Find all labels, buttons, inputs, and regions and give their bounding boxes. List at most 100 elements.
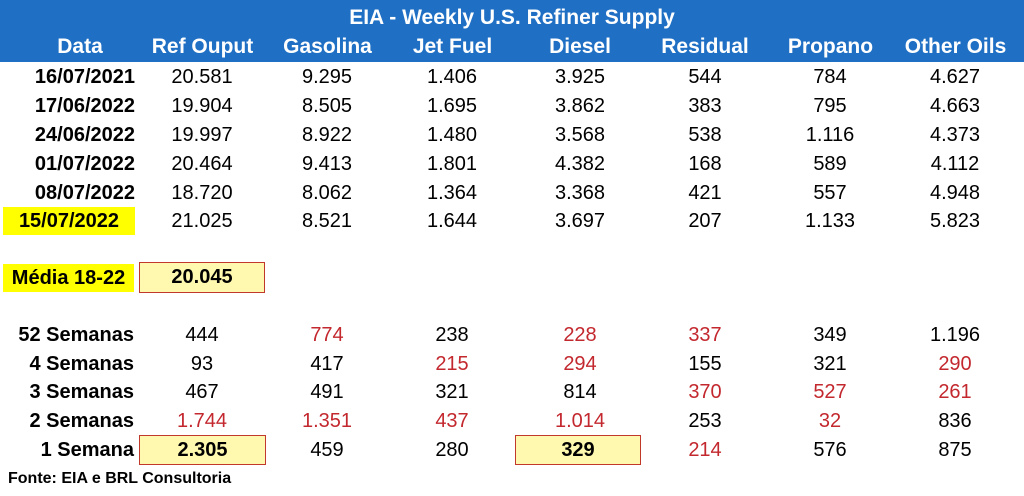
- period-label: 1 Semana: [40, 439, 134, 461]
- table-cell: 4.663: [929, 95, 981, 117]
- table-cell: 20.581: [171, 66, 233, 88]
- table-cell: 1.116: [805, 124, 855, 146]
- table-cell: 4.948: [929, 182, 981, 204]
- table-cell: 19.904: [171, 95, 233, 117]
- table-cell: 437: [435, 410, 469, 432]
- table-cell: 8.922: [301, 124, 353, 146]
- table-cell: 215: [435, 353, 469, 375]
- col-header-gasolina: Gasolina: [283, 35, 372, 58]
- table-cell: 814: [563, 381, 597, 403]
- table-cell: 1.695: [426, 95, 478, 117]
- table-cell: 4.627: [929, 66, 981, 88]
- table-cell: 337: [688, 324, 722, 346]
- table-cell: 9.295: [301, 66, 353, 88]
- table-cell: 8.505: [301, 95, 353, 117]
- table-cell: 349: [813, 324, 847, 346]
- table-header-band: [0, 0, 1024, 62]
- highlighted-cell: 2.305: [139, 435, 266, 465]
- table-cell: 18.720: [171, 182, 233, 204]
- col-header-jet-fuel: Jet Fuel: [412, 35, 493, 58]
- table-cell: 1.364: [426, 182, 478, 204]
- table-cell: 294: [563, 353, 597, 375]
- row-date: 16/07/2021: [34, 66, 135, 88]
- table-cell: 459: [310, 439, 344, 461]
- table-cell: 228: [563, 324, 597, 346]
- table-cell: 1.133: [804, 210, 856, 232]
- table-cell: 1.196: [929, 324, 981, 346]
- table-cell: 155: [688, 353, 722, 375]
- period-label: 3 Semanas: [29, 381, 134, 403]
- table-cell: 168: [688, 153, 722, 175]
- table-cell: 467: [185, 381, 219, 403]
- table-cell: 207: [688, 210, 722, 232]
- source-note: Fonte: EIA e BRL Consultoria: [8, 470, 232, 487]
- row-date: 08/07/2022: [34, 182, 135, 204]
- table-cell: 491: [310, 381, 344, 403]
- table-cell: 538: [688, 124, 722, 146]
- table-title: EIA - Weekly U.S. Refiner Supply: [349, 6, 675, 29]
- table-cell: 5.823: [929, 210, 981, 232]
- table-cell: 4.382: [554, 153, 606, 175]
- col-header-residual: Residual: [661, 35, 749, 58]
- col-header-data: Data: [57, 35, 103, 58]
- table-cell: 1.480: [426, 124, 478, 146]
- table-cell: 321: [435, 381, 469, 403]
- table-cell: 421: [688, 182, 722, 204]
- row-date: 15/07/2022: [3, 207, 135, 235]
- table-cell: 3.925: [554, 66, 606, 88]
- period-label: 2 Semanas: [29, 410, 134, 432]
- table-cell: 836: [938, 410, 972, 432]
- period-label: 4 Semanas: [29, 353, 134, 375]
- table-cell: 544: [688, 66, 722, 88]
- table-cell: 3.862: [554, 95, 606, 117]
- table-cell: 557: [813, 182, 847, 204]
- table-cell: 784: [813, 66, 847, 88]
- table-cell: 589: [813, 153, 847, 175]
- media-label: Média 18-22: [3, 264, 134, 292]
- media-value: 20.045: [139, 262, 265, 293]
- table-cell: 20.464: [171, 153, 233, 175]
- table-cell: 527: [813, 381, 847, 403]
- table-cell: 261: [938, 381, 972, 403]
- table-cell: 383: [688, 95, 722, 117]
- table-cell: 21.025: [171, 210, 233, 232]
- table-cell: 795: [813, 95, 847, 117]
- table-cell: 4.112: [930, 153, 980, 175]
- period-label: 52 Semanas: [18, 324, 134, 346]
- table-cell: 93: [190, 353, 214, 375]
- table-cell: 32: [818, 410, 842, 432]
- row-date: 01/07/2022: [34, 153, 135, 175]
- table-cell: 1.744: [176, 410, 228, 432]
- col-header-diesel: Diesel: [549, 35, 611, 58]
- row-date: 17/06/2022: [34, 95, 135, 117]
- table-cell: 3.368: [554, 182, 606, 204]
- table-cell: 280: [435, 439, 469, 461]
- table-cell: 1.644: [426, 210, 478, 232]
- table-cell: 9.413: [301, 153, 353, 175]
- table-cell: 253: [688, 410, 722, 432]
- table-cell: 19.997: [171, 124, 233, 146]
- table-cell: 4.373: [929, 124, 981, 146]
- table-cell: 290: [938, 353, 972, 375]
- table-cell: 576: [813, 439, 847, 461]
- table-cell: 1.351: [301, 410, 353, 432]
- col-header-ref-output: Ref Ouput: [151, 35, 254, 58]
- table-cell: 1.406: [426, 66, 478, 88]
- table-cell: 444: [185, 324, 219, 346]
- table-cell: 321: [813, 353, 847, 375]
- col-header-propano: Propano: [787, 35, 874, 58]
- highlighted-cell: 329: [515, 435, 641, 465]
- table-cell: 1.014: [554, 410, 606, 432]
- table-cell: 417: [310, 353, 344, 375]
- table-cell: 1.801: [426, 153, 478, 175]
- table-cell: 8.521: [301, 210, 353, 232]
- table-cell: 875: [938, 439, 972, 461]
- table-cell: 3.568: [554, 124, 606, 146]
- table-cell: 3.697: [554, 210, 606, 232]
- table-cell: 370: [688, 381, 722, 403]
- col-header-other-oils: Other Oils: [904, 35, 1007, 58]
- table-cell: 774: [310, 324, 344, 346]
- table-cell: 214: [688, 439, 722, 461]
- row-date: 24/06/2022: [34, 124, 135, 146]
- table-cell: 8.062: [301, 182, 353, 204]
